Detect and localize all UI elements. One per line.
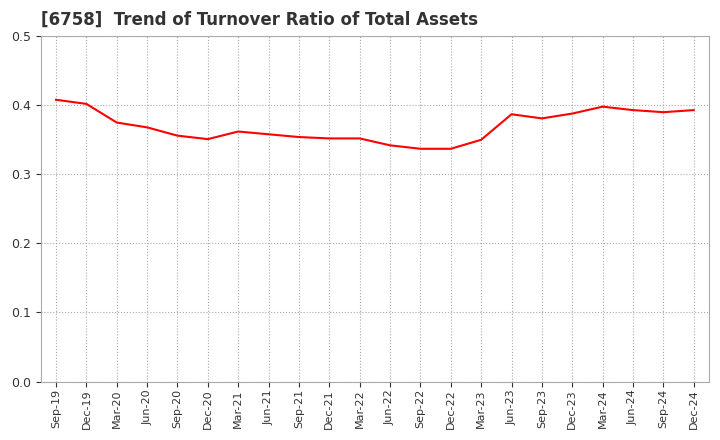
Text: [6758]  Trend of Turnover Ratio of Total Assets: [6758] Trend of Turnover Ratio of Total … bbox=[41, 11, 478, 29]
